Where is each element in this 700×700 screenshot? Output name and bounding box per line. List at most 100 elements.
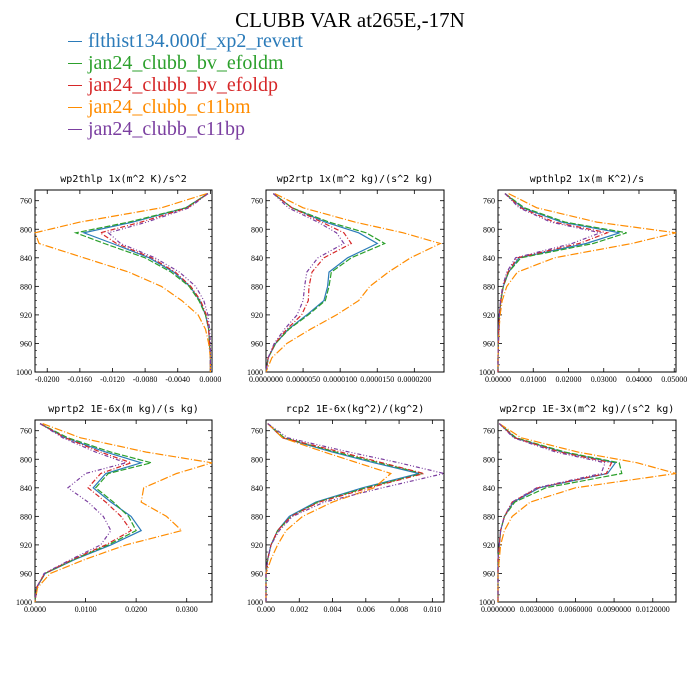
y-tick-label: 800 (251, 225, 263, 234)
x-tick-label: 0.0000150 (360, 375, 394, 384)
x-tick-label: 0.0000200 (397, 375, 431, 384)
y-tick-label: 920 (251, 311, 263, 320)
x-tick-label: 0.0120000 (636, 605, 670, 614)
series-line (265, 423, 420, 602)
series-line (34, 423, 129, 603)
y-tick-label: 760 (251, 197, 263, 206)
x-tick-label: 0.02000 (555, 375, 581, 384)
y-tick-label: 880 (251, 512, 263, 521)
series-line (265, 193, 442, 373)
x-tick-label: 0.010 (423, 605, 441, 614)
legend: flthist134.000f_xp2_revert jan24_clubb_b… (68, 30, 303, 140)
page-title: CLUBB VAR at265E,-17N (235, 8, 465, 32)
y-tick-label: 920 (20, 311, 32, 320)
legend-item: jan24_clubb_bv_efoldm (68, 52, 303, 74)
y-tick-label: 960 (20, 569, 32, 578)
x-tick-label: 0.002 (290, 605, 308, 614)
x-tick-label: 0.0300 (176, 605, 198, 614)
series-line (265, 423, 423, 602)
y-tick-label: 760 (20, 197, 32, 206)
chart-panel: rcp2 1E-6x(kg^2)/(kg^2) 760 800 840 880 920 96… (247, 404, 445, 614)
series-line (497, 423, 677, 602)
legend-label: jan24_clubb_c11bm (88, 96, 251, 118)
panel-title: wpthlp2 1x(m K^2)/s (530, 174, 644, 185)
x-tick-label: -0.0160 (68, 375, 93, 384)
x-tick-label: 0.004 (324, 605, 342, 614)
y-tick-label: 880 (251, 282, 263, 291)
panel-title: wp2rcp 1E-3x(m^2 kg)/(s^2 kg) (500, 404, 675, 415)
series-line (497, 193, 677, 372)
y-tick-label: 760 (20, 427, 32, 436)
y-tick-label: 880 (483, 282, 495, 291)
chart-panel: wpthlp2 1x(m K^2)/s 760 800 840 880 920 960 100… (479, 174, 687, 384)
x-tick-label: 0.0000 (199, 375, 221, 384)
legend-label: jan24_clubb_bv_efoldp (88, 74, 278, 96)
series-line (265, 423, 427, 602)
panel-title: wp2thlp 1x(m^2 K)/s^2 (60, 174, 186, 185)
y-tick-label: 840 (20, 254, 32, 263)
plot-frame (265, 419, 445, 603)
x-tick-label: 0.0200 (125, 605, 147, 614)
legend-swatch (68, 84, 82, 87)
y-tick-label: 800 (20, 455, 32, 464)
legend-swatch (68, 40, 82, 43)
series-line (497, 193, 603, 372)
series-line (497, 193, 610, 372)
x-tick-label: 0.0030000 (520, 605, 554, 614)
series-line (265, 423, 445, 602)
y-tick-label: 760 (483, 197, 495, 206)
x-tick-label: -0.0040 (165, 375, 190, 384)
plot-frame (265, 189, 445, 373)
series-line (497, 423, 606, 602)
plot-frame (497, 419, 677, 603)
legend-swatch (68, 62, 82, 65)
y-tick-label: 760 (251, 427, 263, 436)
y-tick-label: 800 (483, 455, 495, 464)
y-tick-label: 920 (483, 541, 495, 550)
series-line (98, 193, 211, 372)
y-tick-label: 840 (20, 484, 32, 493)
x-tick-label: 0.0000000 (481, 605, 515, 614)
legend-swatch (68, 128, 82, 131)
x-tick-label: 0.04000 (626, 375, 652, 384)
y-tick-label: 960 (251, 339, 263, 348)
x-tick-label: 0.01000 (520, 375, 546, 384)
x-tick-label: 0.03000 (591, 375, 617, 384)
x-tick-label: 0.006 (357, 605, 375, 614)
y-tick-label: 1000 (479, 368, 495, 377)
legend-item: jan24_clubb_c11bm (68, 96, 303, 118)
legend-swatch (68, 106, 82, 109)
chart-panel: wprtp2 1E-6x(m kg)/(s kg) 760 800 840 880 920… (16, 404, 213, 614)
x-tick-label: -0.0200 (35, 375, 60, 384)
x-tick-label: -0.0120 (100, 375, 125, 384)
y-tick-label: 880 (483, 512, 495, 521)
y-tick-label: 880 (20, 512, 32, 521)
plot-frame (34, 189, 213, 373)
plot-frame (34, 419, 213, 603)
x-tick-label: 0.0000000 (249, 375, 283, 384)
x-tick-label: 0.05000 (661, 375, 687, 384)
y-tick-label: 800 (251, 455, 263, 464)
y-tick-label: 960 (251, 569, 263, 578)
series-line (265, 193, 387, 373)
y-tick-label: 760 (483, 427, 495, 436)
panel-title: wprtp2 1E-6x(m kg)/(s kg) (48, 404, 199, 415)
y-tick-label: 880 (20, 282, 32, 291)
x-tick-label: 0.0100 (75, 605, 97, 614)
y-tick-label: 1000 (247, 368, 263, 377)
x-tick-label: 0.000 (257, 605, 275, 614)
panel-title: wp2rtp 1x(m^2 kg)/(s^2 kg) (277, 174, 434, 185)
legend-label: jan24_clubb_bv_efoldm (88, 52, 284, 74)
x-tick-label: 0.0060000 (558, 605, 592, 614)
y-tick-label: 960 (483, 569, 495, 578)
series-line (497, 423, 617, 602)
x-tick-label: 0.008 (390, 605, 408, 614)
legend-item: flthist134.000f_xp2_revert (68, 30, 303, 52)
y-tick-label: 920 (20, 541, 32, 550)
series-line (73, 193, 211, 372)
y-tick-label: 1000 (16, 368, 32, 377)
chart-panel: wp2rtp 1x(m^2 kg)/(s^2 kg) 760 800 840 880 92… (247, 174, 445, 384)
x-tick-label: 0.0000050 (286, 375, 320, 384)
x-tick-label: 0.0000 (24, 605, 46, 614)
